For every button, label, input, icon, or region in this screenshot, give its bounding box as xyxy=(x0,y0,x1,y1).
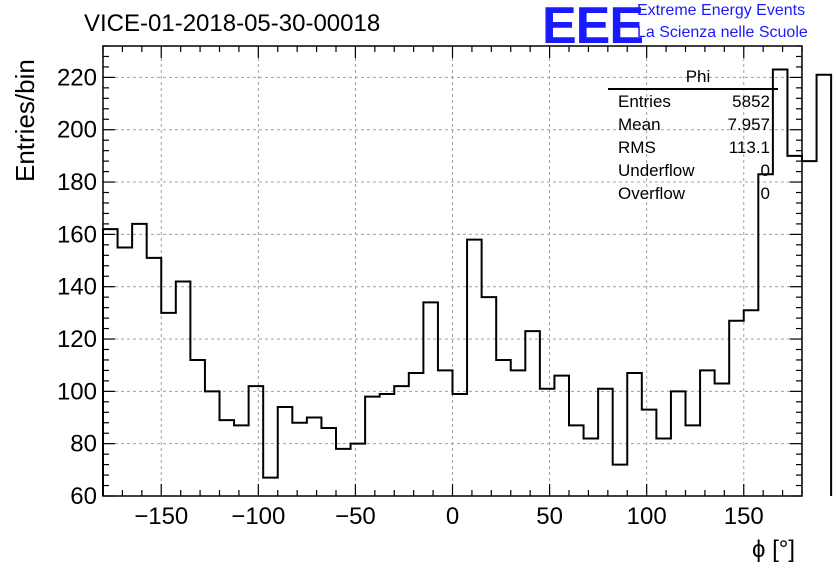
histogram-bin xyxy=(540,389,555,496)
histogram-bin xyxy=(700,370,715,496)
histogram-bin xyxy=(584,438,599,496)
histogram-bin xyxy=(263,478,278,496)
histogram-bin xyxy=(351,444,366,496)
x-tick-label: 50 xyxy=(536,503,563,530)
histogram-bin xyxy=(686,425,701,496)
y-tick-label: 140 xyxy=(57,274,97,301)
histogram-bin xyxy=(525,331,540,496)
histogram-bin xyxy=(482,297,497,496)
y-tick-label: 220 xyxy=(57,64,97,91)
histogram-bin xyxy=(467,240,482,496)
histogram-bin xyxy=(103,229,118,496)
histogram-bin xyxy=(598,389,613,496)
stats-label: Underflow xyxy=(618,161,695,180)
stats-label: Entries xyxy=(618,92,671,111)
histogram-bin xyxy=(132,224,147,496)
stats-title: Phi xyxy=(608,66,778,90)
histogram-bin xyxy=(118,247,133,496)
x-tick-label: 0 xyxy=(446,503,459,530)
histogram-bin xyxy=(190,360,205,496)
y-tick-label: 100 xyxy=(57,378,97,405)
stats-value: 0 xyxy=(760,161,770,180)
stats-row-overflow: Overflow 0 xyxy=(608,182,778,205)
histogram-bin xyxy=(278,407,293,496)
stats-value: 5852 xyxy=(732,92,770,111)
histogram-bin xyxy=(176,281,191,496)
histogram-bin xyxy=(569,425,584,496)
histogram-bin xyxy=(817,75,832,496)
histogram-bin xyxy=(758,174,773,496)
stats-label: Mean xyxy=(618,115,661,134)
logo-caption-line1: Extreme Energy Events xyxy=(637,2,806,19)
stats-label: Overflow xyxy=(618,184,686,203)
x-tick-label: −150 xyxy=(134,503,188,530)
histogram-bin xyxy=(234,425,249,496)
histogram-bin xyxy=(802,161,817,496)
histogram-bin xyxy=(613,465,628,496)
histogram-bin xyxy=(453,394,468,496)
histogram-bin xyxy=(423,302,438,496)
stats-row-rms: RMS 113.1 xyxy=(608,136,778,159)
stats-box: Phi Entries 5852 Mean 7.957 RMS 113.1 Un… xyxy=(608,66,778,205)
histogram-bin xyxy=(511,370,526,496)
y-tick-label: 200 xyxy=(57,117,97,144)
histogram-bin xyxy=(656,438,671,496)
x-axis-label: ϕ [°] xyxy=(752,536,796,563)
y-axis-label: Entries/bin xyxy=(10,59,40,182)
histogram-bin xyxy=(307,418,322,496)
histogram-outline xyxy=(102,68,833,496)
y-tick-label: 160 xyxy=(57,221,97,248)
histogram-bin xyxy=(380,394,395,496)
grid-lines xyxy=(103,46,802,496)
histogram-bin xyxy=(496,360,511,496)
stats-value: 0 xyxy=(760,184,770,203)
histogram-bin xyxy=(321,428,336,496)
axis-ticks xyxy=(102,45,803,497)
eee-logo: EEE xyxy=(542,0,644,55)
histogram-bin xyxy=(161,313,176,496)
histogram-bin xyxy=(292,423,307,496)
stats-row-mean: Mean 7.957 xyxy=(608,113,778,136)
histogram-bin xyxy=(220,420,235,496)
x-tick-label: 150 xyxy=(724,503,764,530)
x-tick-label: −50 xyxy=(335,503,376,530)
histogram-bin xyxy=(394,386,409,496)
histogram-bin xyxy=(147,258,162,496)
stats-row-entries: Entries 5852 xyxy=(608,90,778,113)
logo-caption-line2: La Scienza nelle Scuole xyxy=(637,24,808,41)
y-tick-label: 60 xyxy=(70,483,97,510)
axis-tick-labels: −150 −100 −50 0 50 100 150 60 80 100 120 140 160 180 2… xyxy=(57,64,764,530)
stats-row-underflow: Underflow 0 xyxy=(608,159,778,182)
histogram-bin xyxy=(715,384,730,497)
histogram-bin xyxy=(249,386,264,496)
stats-label: RMS xyxy=(618,138,656,157)
stats-value: 7.957 xyxy=(727,115,770,134)
histogram-bin xyxy=(365,397,380,496)
chart-title: VICE-01-2018-05-30-00018 xyxy=(84,10,381,37)
stats-value: 113.1 xyxy=(728,138,770,157)
histogram-bin xyxy=(729,321,744,496)
x-tick-label: −100 xyxy=(231,503,285,530)
y-tick-label: 180 xyxy=(57,169,97,196)
y-tick-label: 80 xyxy=(70,431,97,458)
histogram-bin xyxy=(744,310,759,496)
histogram-bin xyxy=(438,370,453,496)
histogram-bin xyxy=(554,376,569,496)
y-tick-label: 120 xyxy=(57,326,97,353)
histogram-bin xyxy=(336,449,351,496)
histogram-bin xyxy=(787,156,802,496)
x-tick-label: 100 xyxy=(627,503,667,530)
histogram-bin xyxy=(642,410,657,496)
